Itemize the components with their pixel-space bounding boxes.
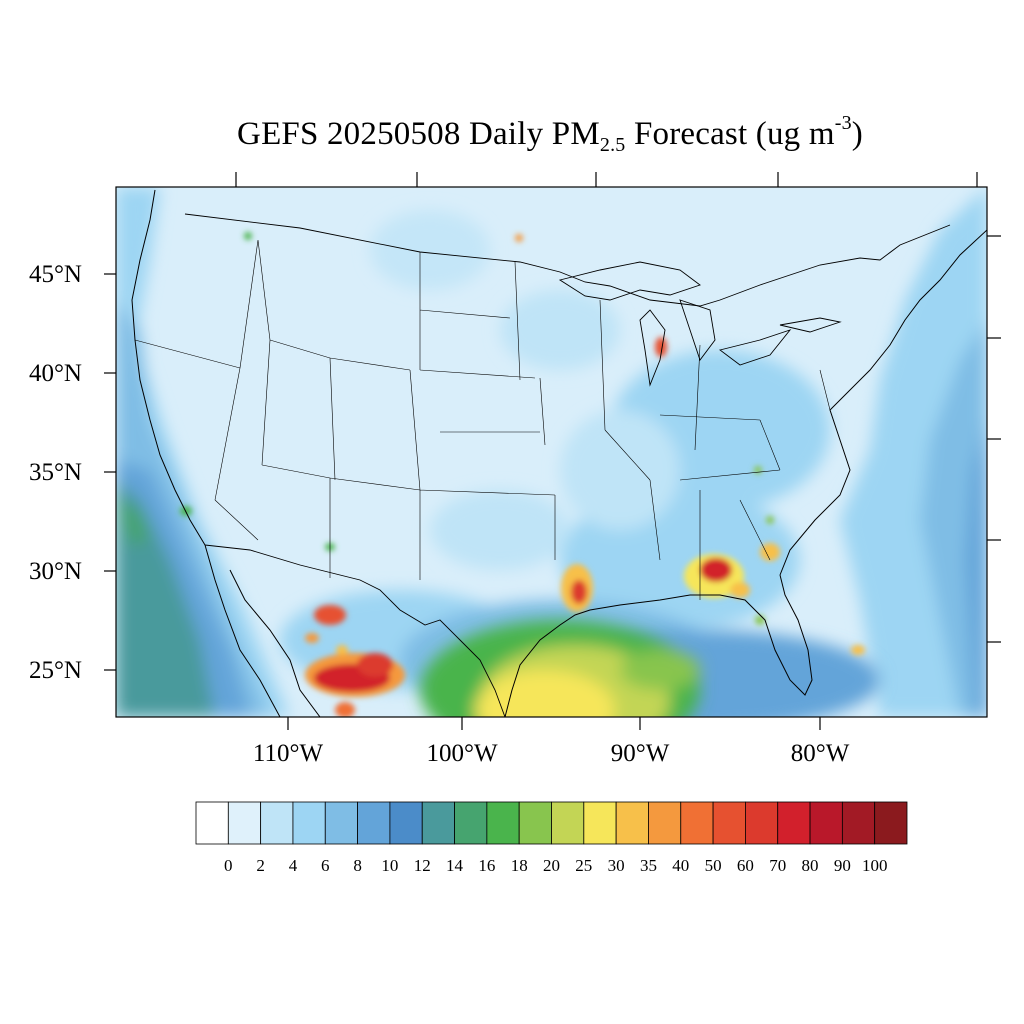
colorbar-tick-label: 30 xyxy=(607,856,625,875)
colorbar-swatch xyxy=(324,801,358,845)
title-prefix: GEFS 20250508 Daily PM xyxy=(237,116,600,152)
colorbar-swatch xyxy=(454,801,488,845)
colorbar-tick-label: 8 xyxy=(353,856,362,875)
colorbar-swatch xyxy=(583,801,617,845)
map-frame xyxy=(115,186,988,718)
colorbar-swatch xyxy=(421,801,455,845)
colorbar-swatch xyxy=(260,801,294,845)
colorbar-tick-label: 90 xyxy=(833,856,851,875)
map-title: GEFS 20250508 Daily PM2.5 Forecast (ug m… xyxy=(0,112,1024,156)
lon-label-90w: 90°W xyxy=(610,740,670,767)
title-subscript: 2.5 xyxy=(599,134,626,156)
colorbar-swatch xyxy=(486,801,520,845)
lat-label-30n: 30°N xyxy=(28,558,82,585)
colorbar-swatch xyxy=(712,801,746,845)
map-field xyxy=(116,187,987,717)
colorbar-swatch xyxy=(227,801,262,845)
pacific-field xyxy=(116,187,290,717)
lon-label-110w: 110°W xyxy=(252,740,324,767)
colorbar-tick-label: 12 xyxy=(413,856,431,875)
gulf-coastline xyxy=(504,574,813,717)
title-superscript: -3 xyxy=(834,112,852,134)
colorbar-tick-label: 25 xyxy=(575,856,593,875)
colorbar-swatch xyxy=(615,801,649,845)
colorbar-swatch xyxy=(777,801,811,845)
colorbar-tick-label: 10 xyxy=(381,856,399,875)
colorbar xyxy=(195,801,908,845)
great-lakes-outline xyxy=(558,261,842,387)
colorbar-swatch xyxy=(809,801,843,845)
colorbar-swatch xyxy=(874,801,908,845)
baja-coastline xyxy=(204,544,321,717)
colorbar-swatch xyxy=(551,801,585,845)
colorbar-tick-label: 100 xyxy=(861,856,888,875)
map-ticks xyxy=(104,172,1001,730)
colorbar-tick-label: 18 xyxy=(510,856,528,875)
colorbar-swatch xyxy=(648,801,682,845)
colorbar-tick-label: 35 xyxy=(640,856,657,875)
colorbar-tick-label: 40 xyxy=(672,856,690,875)
interior-field xyxy=(280,210,880,717)
boundaries xyxy=(131,189,987,717)
colorbar-tick-label: 20 xyxy=(543,856,560,875)
colorbar-tick-label: 70 xyxy=(769,856,787,875)
title-middle: Forecast (ug m xyxy=(625,116,835,152)
east-coastline xyxy=(779,229,987,576)
colorbar-tick-label: 6 xyxy=(321,856,330,875)
atlantic-field xyxy=(840,187,987,717)
colorbar-tick-label: 50 xyxy=(704,856,722,875)
colorbar-tick-label: 0 xyxy=(224,856,233,875)
colorbar-swatch xyxy=(518,801,552,845)
colorbar-swatch xyxy=(841,801,876,845)
lat-label-45n: 45°N xyxy=(28,261,82,288)
colorbar-swatch xyxy=(389,801,423,845)
hotspots xyxy=(180,232,865,717)
colorbar-tick-label: 14 xyxy=(446,856,463,875)
colorbar-swatch xyxy=(680,801,714,845)
lat-label-25n: 25°N xyxy=(28,657,82,684)
lon-label-80w: 80°W xyxy=(790,740,850,767)
lat-label-35n: 35°N xyxy=(28,459,82,486)
lat-label-40n: 40°N xyxy=(28,360,82,387)
colorbar-swatch xyxy=(195,801,229,845)
west-coastline xyxy=(131,189,206,546)
title-suffix: ) xyxy=(851,116,863,152)
colorbar-tick-label: 60 xyxy=(736,856,754,875)
gulf-plume xyxy=(420,620,700,717)
colorbar-swatch xyxy=(357,801,391,845)
us-canada-border xyxy=(184,213,951,307)
colorbar-tick-label: 4 xyxy=(288,856,298,875)
colorbar-tick-label: 80 xyxy=(801,856,819,875)
colorbar-tick-label: 2 xyxy=(256,856,265,875)
colorbar-swatch xyxy=(745,801,779,845)
colorbar-tick-label: 16 xyxy=(478,856,496,875)
lon-label-100w: 100°W xyxy=(426,740,498,767)
state-borders xyxy=(134,239,831,600)
colorbar-swatch xyxy=(292,801,326,845)
us-mexico-border xyxy=(204,544,506,717)
